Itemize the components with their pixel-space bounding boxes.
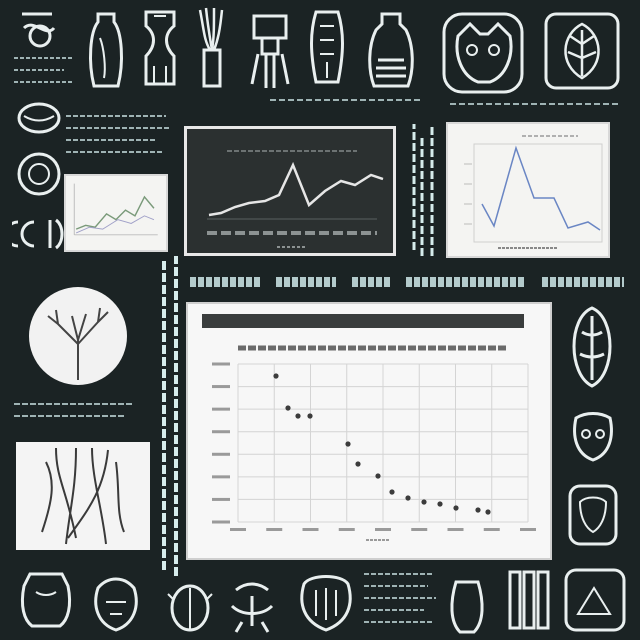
y-tick-mark <box>212 475 230 479</box>
cat-face-icon <box>440 10 526 96</box>
x-tick-mark <box>483 528 500 531</box>
mini-line-chart <box>64 174 168 252</box>
glyph-icon <box>12 212 68 256</box>
y-tick-mark <box>212 452 230 456</box>
vase-icon <box>140 6 180 88</box>
scatter-point <box>421 499 427 505</box>
scatter-point <box>307 413 313 419</box>
x-tick-mark <box>375 528 391 531</box>
scatter-point <box>389 489 395 495</box>
banner-scribble-text <box>186 266 630 296</box>
y-tick-mark <box>212 520 230 524</box>
mask-icon <box>566 408 620 466</box>
frame-icon <box>562 566 628 636</box>
x-tick-mark <box>520 528 536 531</box>
line-chart-right <box>446 122 610 258</box>
circle-rune-icon <box>14 146 64 202</box>
pillar-icon <box>446 574 488 636</box>
skeleton-icon <box>306 6 348 90</box>
scribble-text-block <box>12 52 78 88</box>
nest-icon <box>14 96 64 136</box>
vertical-scribble-text <box>156 250 184 580</box>
roots-image <box>16 442 150 550</box>
bottle-icon <box>364 10 418 90</box>
tree-circle-icon <box>26 284 130 388</box>
scatter-point <box>285 405 291 411</box>
y-tick-mark <box>212 362 230 366</box>
x-tick-mark <box>302 528 319 531</box>
squiggle-icon <box>14 6 64 50</box>
x-tick-mark <box>266 528 283 531</box>
scatter-point <box>273 373 279 379</box>
scatter-point <box>437 501 443 507</box>
x-tick-mark <box>230 528 246 531</box>
scatter-point <box>375 473 381 479</box>
x-tick-mark <box>338 528 355 531</box>
scatter-point <box>295 413 301 419</box>
box-icon <box>502 566 554 636</box>
broom-icon <box>192 4 232 90</box>
leaf-frame-icon <box>542 10 622 92</box>
x-tick-mark <box>447 528 464 531</box>
scatter-point <box>453 505 459 511</box>
scribble-text-block <box>268 92 428 110</box>
scribble-text-block <box>360 566 440 636</box>
frame-icon <box>566 482 620 548</box>
y-tick-mark <box>212 497 230 501</box>
robot-icon <box>246 8 294 92</box>
dark-line-chart <box>184 126 396 256</box>
scatter-point <box>405 495 411 501</box>
y-tick-mark <box>212 385 230 389</box>
idol-icon <box>88 572 144 634</box>
scatter-point <box>475 507 481 513</box>
beetle-icon <box>164 578 216 634</box>
scatter-chart <box>186 302 552 560</box>
pot-icon <box>16 566 76 632</box>
scatter-point <box>345 441 351 447</box>
scatter-point <box>355 461 361 467</box>
figure-icon <box>222 576 282 636</box>
scribble-text-block <box>448 96 628 116</box>
vertical-scribble-text <box>408 120 438 260</box>
jar-icon <box>84 8 128 92</box>
scatter-point <box>485 509 491 515</box>
head-icon <box>296 570 356 634</box>
scribble-text-block <box>12 398 142 428</box>
y-tick-mark <box>212 407 230 411</box>
shell-icon <box>566 302 618 392</box>
y-tick-mark <box>212 430 230 434</box>
scribble-text-block <box>64 110 174 160</box>
x-tick-mark <box>411 528 428 531</box>
